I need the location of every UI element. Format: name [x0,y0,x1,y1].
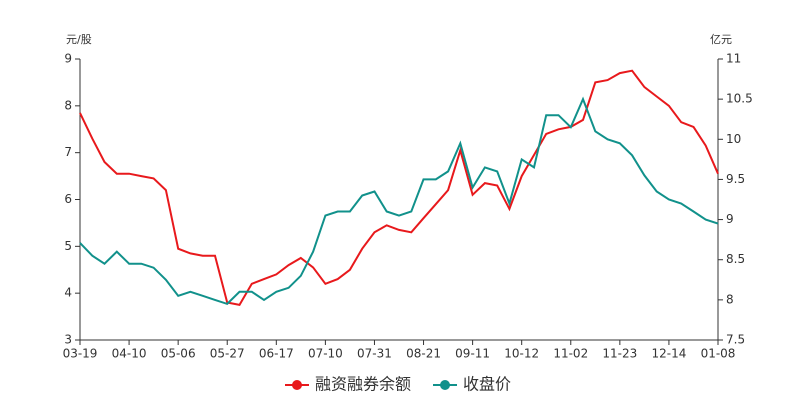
x-tick-label: 10-12 [504,347,539,361]
y2-tick-label: 8.5 [726,252,745,266]
y-tick-label: 6 [64,192,72,206]
series-line [79,96,719,306]
y2-tick-label: 9 [726,212,734,226]
y-unit: 元/股 [66,33,92,46]
y-tick-label: 7 [64,145,72,159]
y-tick-label: 5 [64,239,72,253]
x-tick-label: 08-21 [406,347,441,361]
y-tick-label: 3 [64,333,72,347]
x-tick-label: 12-14 [651,347,686,361]
y-tick-label: 9 [64,52,72,66]
legend-marker [440,380,451,390]
x-tick-label: 04-10 [112,347,147,361]
y2-tick-label: 7.5 [726,333,745,347]
y-tick-label: 8 [64,98,72,112]
y-tick-label: 4 [64,286,72,300]
y2-unit: 亿元 [710,33,732,46]
y2-tick-label: 9.5 [726,172,745,186]
series-line [79,69,719,307]
x-tick-label: 07-10 [308,347,343,361]
x-tick-label: 11-02 [553,347,588,361]
y2-tick-label: 11 [726,52,741,66]
legend-label: 收盘价 [463,375,511,394]
x-tick-label: 09-11 [455,347,490,361]
y2-tick-label: 10.5 [726,92,753,106]
y2-tick-label: 8 [726,292,734,306]
x-tick-label: 03-19 [63,347,98,361]
x-tick-label: 05-27 [210,347,245,361]
x-tick-label: 05-06 [161,347,196,361]
x-tick-label: 06-17 [259,347,294,361]
legend-marker [292,380,302,390]
x-tick-label: 01-08 [701,347,736,361]
legend-label: 融资融券余额 [315,375,411,394]
x-tick-label: 11-23 [602,347,637,361]
x-tick-label: 07-31 [357,347,392,361]
y2-tick-label: 10 [726,132,741,146]
